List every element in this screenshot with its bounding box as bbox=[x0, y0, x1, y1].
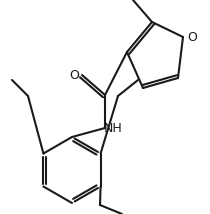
Text: NH: NH bbox=[104, 122, 122, 135]
Text: O: O bbox=[69, 68, 79, 82]
Text: O: O bbox=[187, 31, 197, 43]
